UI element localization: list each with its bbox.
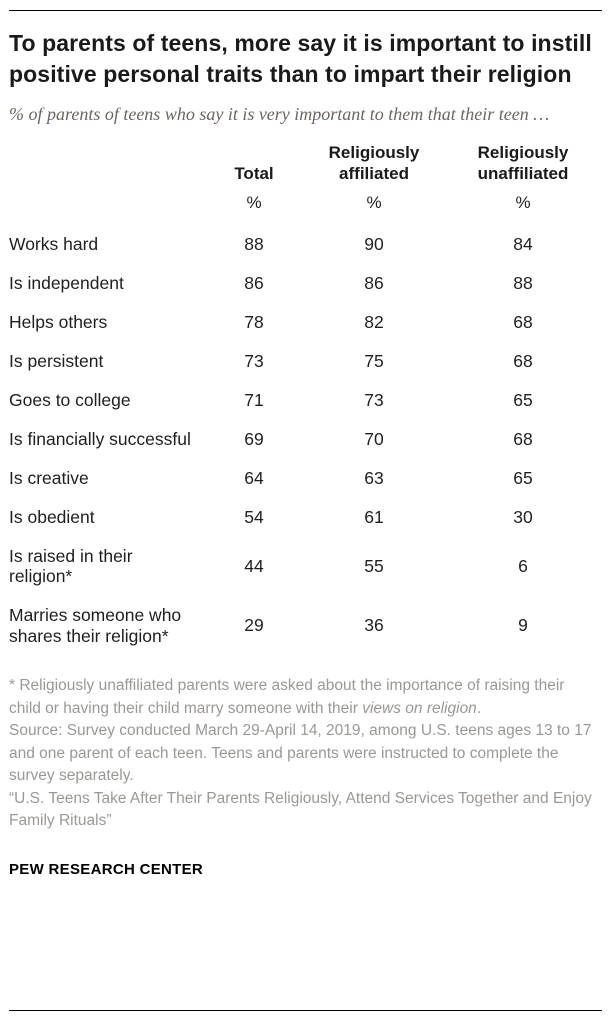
footnote: * Religiously unaffiliated parents were … [9,675,596,720]
value-cell: 36 [364,615,384,636]
value-cell: 69 [244,428,264,449]
value-cell: 6 [518,555,528,576]
row-label: Works hard [9,233,99,254]
value-cell: 71 [244,389,264,410]
header-affiliated: Religiously affiliated [328,143,420,184]
value-cell: 64 [244,467,264,488]
value-cell: 55 [364,555,384,576]
footnote-text: * Religiously unaffiliated parents were … [9,677,565,717]
table-row: Is creative 64 63 65 [9,459,602,498]
page-title: To parents of teens, more say it is impo… [9,30,592,87]
row-label: Is raised in their religion* [9,545,133,587]
row-label: Is creative [9,467,89,488]
footnote-period: . [476,699,482,717]
row-label: Goes to college [9,389,131,410]
unit-blank [9,189,204,225]
table-body: Works hard 88 90 84 Is independent 86 86 88 Help… [9,225,602,656]
table-row: Is raised in their religion* 44 55 6 [9,537,602,596]
value-cell: 88 [513,272,533,293]
row-label: Is obedient [9,506,95,527]
table-row: Helps others 78 82 68 [9,303,602,342]
bottom-divider [9,1010,602,1011]
value-cell: 65 [513,389,533,410]
report-title-note: “U.S. Teens Take After Their Parents Rel… [9,789,592,830]
value-cell: 88 [244,233,264,254]
value-cell: 30 [513,506,533,527]
table-row: Works hard 88 90 84 [9,225,602,264]
value-cell: 65 [513,467,533,488]
table-row: Is financially successful 69 70 68 [9,420,602,459]
data-table: Total Religiously affiliated Religiously… [9,143,602,655]
table-header: Total Religiously affiliated Religiously… [9,143,602,224]
top-divider [9,10,602,11]
table-row: Marries someone who shares their religio… [9,596,602,655]
unit-affiliated: % [366,192,382,212]
value-cell: 75 [364,350,384,371]
value-cell: 90 [364,233,384,254]
header-unaffiliated: Religiously unaffiliated [477,143,569,184]
pew-research-center-wordmark: PEW RESEARCH CENTER [9,860,204,878]
source-note: Source: Survey conducted March 29-April … [9,722,592,785]
row-label: Is financially successful [9,428,191,449]
notes-block: * Religiously unaffiliated parents were … [9,675,602,832]
footnote-italic-text: views on religion [362,699,477,717]
header-row: Total Religiously affiliated Religiously… [9,143,602,188]
unit-unaffiliated: % [515,192,531,212]
value-cell: 68 [513,311,533,332]
value-cell: 73 [244,350,264,371]
unit-total: % [246,192,262,212]
value-cell: 84 [513,233,533,254]
table-row: Is persistent 73 75 68 [9,342,602,381]
row-label: Marries someone who shares their religio… [9,605,182,646]
table-row: Goes to college 71 73 65 [9,381,602,420]
value-cell: 82 [364,311,384,332]
value-cell: 61 [364,506,384,527]
value-cell: 63 [364,467,384,488]
value-cell: 73 [364,389,384,410]
value-cell: 78 [244,311,264,332]
subtitle: % of parents of teens who say it is very… [9,104,550,125]
table-row: Is independent 86 86 88 [9,264,602,303]
table-row: Is obedient 54 61 30 [9,498,602,537]
value-cell: 86 [244,272,264,293]
value-cell: 54 [244,506,264,527]
value-cell: 9 [518,615,528,636]
header-blank [9,143,204,188]
value-cell: 68 [513,428,533,449]
row-label: Is independent [9,272,124,293]
unit-row: % % % [9,189,602,225]
value-cell: 70 [364,428,384,449]
value-cell: 44 [244,555,264,576]
value-cell: 29 [244,615,264,636]
header-total: Total [234,164,274,184]
value-cell: 86 [364,272,384,293]
value-cell: 68 [513,350,533,371]
row-label: Helps others [9,311,108,332]
row-label: Is persistent [9,350,104,371]
